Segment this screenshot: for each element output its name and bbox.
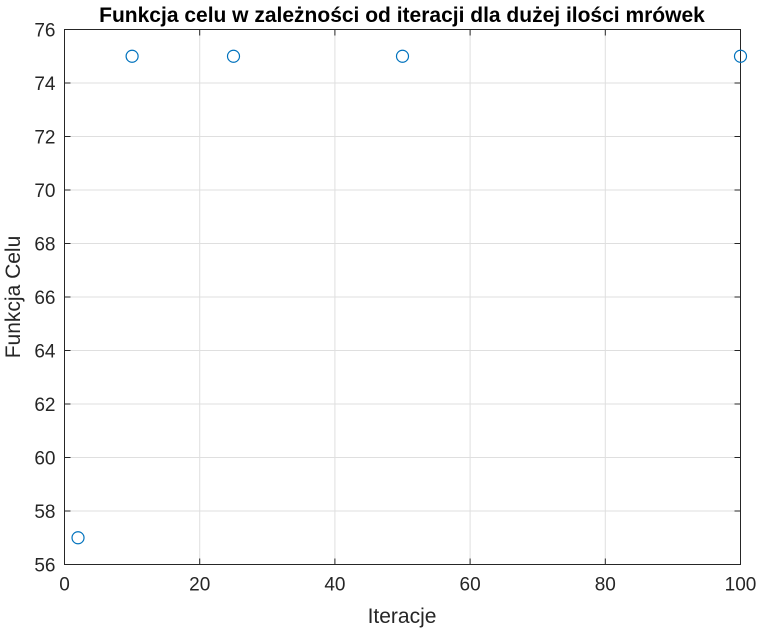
y-tick-label: 60 xyxy=(34,449,55,470)
y-tick-label: 64 xyxy=(34,342,56,363)
y-tick-label: 62 xyxy=(34,395,55,416)
x-tick-label: 80 xyxy=(595,575,616,596)
y-tick-label: 66 xyxy=(34,288,55,309)
y-tick-label: 74 xyxy=(34,74,56,95)
x-tick-label: 40 xyxy=(324,575,345,596)
chart-title: Funkcja celu w zależności od iteracji dl… xyxy=(99,4,705,27)
grid-lines xyxy=(64,29,741,565)
x-tick-label: 60 xyxy=(460,575,481,596)
y-tick-label: 70 xyxy=(34,181,55,202)
x-tick-label: 20 xyxy=(189,575,210,596)
data-points xyxy=(71,49,748,545)
y-tick-label: 68 xyxy=(34,235,55,256)
data-point-0 xyxy=(71,531,85,545)
y-axis-label: Funkcja Celu xyxy=(2,236,25,359)
data-point-2 xyxy=(226,49,241,63)
y-tick-label: 58 xyxy=(34,502,55,523)
x-axis-label: Iteracje xyxy=(368,605,437,628)
y-tick-label: 72 xyxy=(34,128,55,149)
x-tick-label: 0 xyxy=(59,575,70,596)
y-tick-label: 76 xyxy=(34,21,55,42)
data-point-1 xyxy=(125,49,139,63)
axis-ticks: 0 20 40 60 80 100 56 58 60 62 64 66 68 70 72 74 76 xyxy=(34,21,756,596)
y-tick-label: 56 xyxy=(34,556,55,577)
data-point-4 xyxy=(733,49,748,63)
data-point-3 xyxy=(395,49,410,63)
x-tick-label: 100 xyxy=(725,575,757,596)
